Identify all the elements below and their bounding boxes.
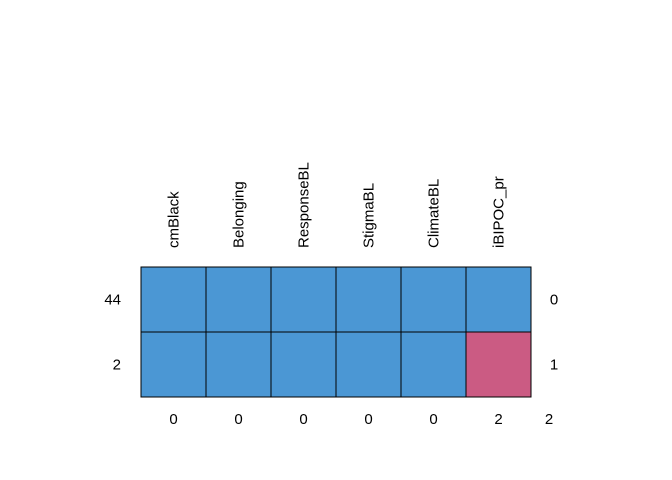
observed-cell [335, 266, 402, 333]
column-label: ClimateBL [426, 179, 443, 248]
column-labels: cmBlack Belonging ResponseBL StigmaBL Climat… [166, 162, 508, 248]
column-total-label: 2 [494, 411, 502, 428]
column-label: Belonging [231, 181, 248, 248]
column-missing-totals: 0 0 0 0 0 2 [169, 411, 502, 428]
column-label: ResponseBL [296, 162, 313, 248]
observed-cell [400, 331, 467, 398]
pattern-cells [140, 266, 532, 398]
row-missing-label: 1 [550, 357, 558, 374]
row-counts: 44 2 [104, 292, 121, 374]
column-total-label: 0 [364, 411, 372, 428]
column-total-label: 0 [234, 411, 242, 428]
observed-cell [400, 266, 467, 333]
column-label: iBIPOC_pr [491, 176, 508, 248]
column-label: StigmaBL [361, 183, 378, 248]
row-missing-counts: 01 [550, 292, 558, 374]
row-count-label: 44 [104, 292, 121, 309]
observed-cell [140, 331, 207, 398]
row-missing-label: 0 [550, 292, 558, 309]
column-total-label: 0 [169, 411, 177, 428]
observed-cell [205, 331, 272, 398]
total-missing-label: 2 [545, 411, 553, 428]
missing-cell [465, 331, 532, 398]
column-label: cmBlack [166, 191, 183, 248]
observed-cell [335, 331, 402, 398]
observed-cell [140, 266, 207, 333]
observed-cell [465, 266, 532, 333]
observed-cell [270, 331, 337, 398]
observed-cell [205, 266, 272, 333]
column-total-label: 0 [429, 411, 437, 428]
observed-cell [270, 266, 337, 333]
row-count-label: 2 [113, 357, 121, 374]
column-total-label: 0 [299, 411, 307, 428]
